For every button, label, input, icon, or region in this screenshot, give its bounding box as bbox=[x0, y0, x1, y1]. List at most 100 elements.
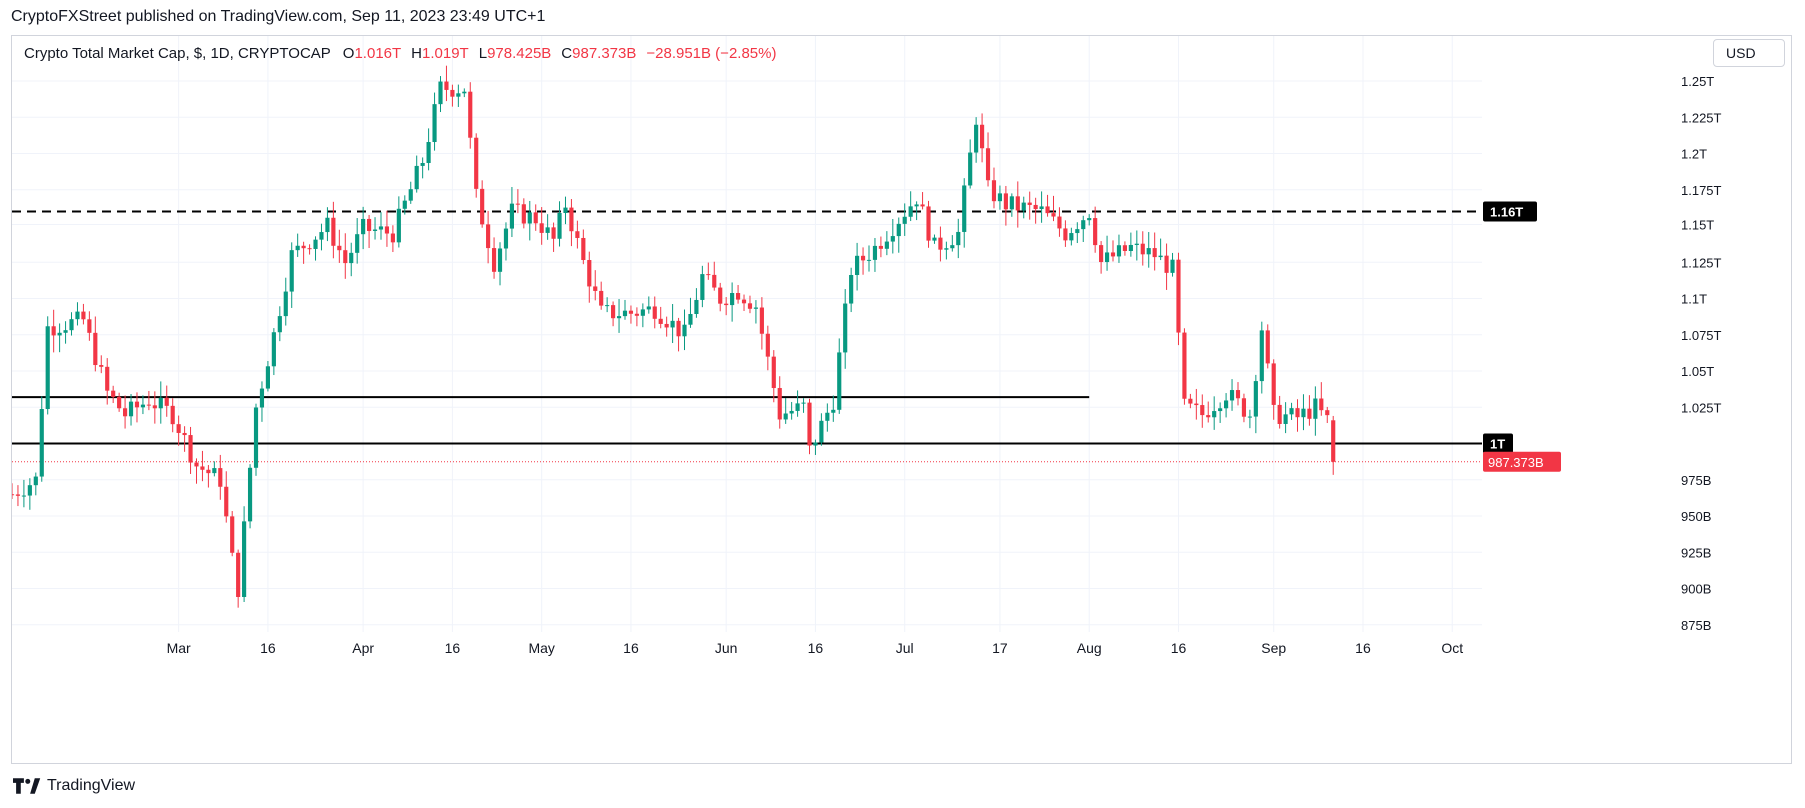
candle-body bbox=[1158, 255, 1163, 258]
candle-body bbox=[759, 307, 764, 334]
candle-body bbox=[1152, 248, 1157, 258]
high-value: 1.019T bbox=[422, 45, 469, 62]
x-tick-label: 16 bbox=[623, 640, 639, 656]
y-tick-label: 1.05T bbox=[1681, 364, 1714, 379]
candle-body bbox=[1283, 414, 1288, 424]
candle-body bbox=[944, 248, 949, 250]
candle-body bbox=[831, 409, 836, 413]
candle-body bbox=[611, 305, 616, 319]
candle-body bbox=[962, 185, 967, 232]
candlestick-chart[interactable]: 875B 900B 925B 950B 975B 1.025T 1.05T 1.075T 1.1… bbox=[12, 36, 1792, 764]
candle-body bbox=[1027, 202, 1032, 205]
y-tick-label: 900B bbox=[1681, 582, 1711, 597]
candle-body bbox=[563, 207, 568, 214]
candle-body bbox=[1146, 248, 1151, 255]
candle-body bbox=[527, 212, 532, 224]
candle-body bbox=[724, 303, 729, 306]
candle-body bbox=[807, 402, 812, 446]
close-value: 987.373B bbox=[572, 45, 637, 62]
candle-body bbox=[795, 403, 800, 411]
currency-button[interactable]: USD bbox=[1713, 39, 1785, 67]
x-tick-label: 16 bbox=[808, 640, 824, 656]
candle-body bbox=[1057, 216, 1062, 229]
candle-body bbox=[872, 245, 878, 260]
candle-body bbox=[741, 299, 747, 304]
candle-body bbox=[277, 316, 282, 333]
high-label: H bbox=[411, 45, 423, 62]
tradingview-logo-icon bbox=[13, 778, 41, 794]
candle-body bbox=[337, 245, 342, 251]
candle-body bbox=[301, 245, 306, 249]
candle-body bbox=[646, 306, 651, 310]
candle-body bbox=[1182, 332, 1187, 399]
candle-body bbox=[242, 521, 247, 597]
candle-body bbox=[581, 237, 586, 261]
candle-body bbox=[408, 189, 413, 201]
level-price-tag bbox=[1483, 201, 1537, 222]
candle-body bbox=[480, 188, 485, 225]
candle-body bbox=[628, 310, 634, 314]
candle-body bbox=[1087, 218, 1092, 221]
y-tick-label: 1.025T bbox=[1681, 400, 1722, 415]
candle-body bbox=[956, 231, 961, 246]
candle-body bbox=[640, 309, 645, 316]
x-tick-label: 16 bbox=[1171, 640, 1187, 656]
candle-body bbox=[372, 229, 378, 231]
candle-body bbox=[884, 241, 889, 249]
candle-body bbox=[866, 259, 872, 261]
candle-body bbox=[355, 234, 360, 253]
candle-body bbox=[1253, 381, 1258, 417]
candle-body bbox=[849, 275, 854, 304]
candle-body bbox=[1045, 206, 1050, 214]
candle-body bbox=[747, 303, 753, 309]
y-tick-label: 1.125T bbox=[1681, 255, 1722, 270]
grid-lines bbox=[12, 36, 1482, 632]
candle-body bbox=[57, 332, 62, 336]
candle-body bbox=[1301, 408, 1306, 418]
x-tick-label: Sep bbox=[1261, 640, 1286, 656]
chart-pane[interactable]: 875B 900B 925B 950B 975B 1.025T 1.05T 1.075T 1.1… bbox=[11, 35, 1792, 764]
candles bbox=[12, 65, 1336, 608]
candle-body bbox=[15, 494, 21, 496]
tradingview-brand[interactable]: TradingView bbox=[13, 777, 135, 795]
candle-body bbox=[974, 124, 979, 153]
candle-body bbox=[1003, 193, 1008, 210]
candle-body bbox=[271, 332, 276, 367]
candle-body bbox=[420, 163, 425, 166]
candle-body bbox=[700, 274, 705, 300]
candle-body bbox=[224, 486, 229, 517]
candle-body bbox=[206, 469, 211, 474]
candle-body bbox=[890, 236, 895, 242]
candle-body bbox=[1134, 243, 1139, 245]
candle-body bbox=[569, 207, 574, 232]
candle-body bbox=[152, 405, 157, 409]
candle-body bbox=[652, 306, 657, 319]
candle-body bbox=[265, 366, 270, 389]
candle-body bbox=[1069, 233, 1074, 241]
level-price-label: 1.16T bbox=[1490, 205, 1523, 220]
candle-body bbox=[825, 412, 830, 421]
candle-body bbox=[1235, 390, 1241, 399]
x-tick-label: Apr bbox=[352, 640, 374, 656]
candle-body bbox=[777, 388, 782, 420]
candle-body bbox=[658, 318, 663, 324]
candle-body bbox=[688, 313, 693, 325]
candle-body bbox=[69, 319, 74, 331]
candle-body bbox=[634, 313, 639, 316]
x-tick-label: Oct bbox=[1441, 640, 1463, 656]
candle-body bbox=[1325, 410, 1330, 416]
candle-body bbox=[1009, 196, 1014, 210]
open-value: 1.016T bbox=[354, 45, 402, 62]
candle-body bbox=[950, 245, 955, 249]
candle-body bbox=[860, 255, 866, 261]
open-label: O bbox=[342, 45, 355, 62]
candle-body bbox=[1122, 245, 1127, 251]
y-tick-label: 1.175T bbox=[1681, 183, 1722, 198]
candle-body bbox=[1164, 255, 1169, 273]
candle-body bbox=[295, 245, 300, 251]
candle-body bbox=[575, 231, 580, 238]
candle-body bbox=[1099, 245, 1104, 263]
candle-body bbox=[194, 462, 199, 467]
candle-body bbox=[331, 217, 336, 246]
candle-body bbox=[789, 410, 794, 414]
